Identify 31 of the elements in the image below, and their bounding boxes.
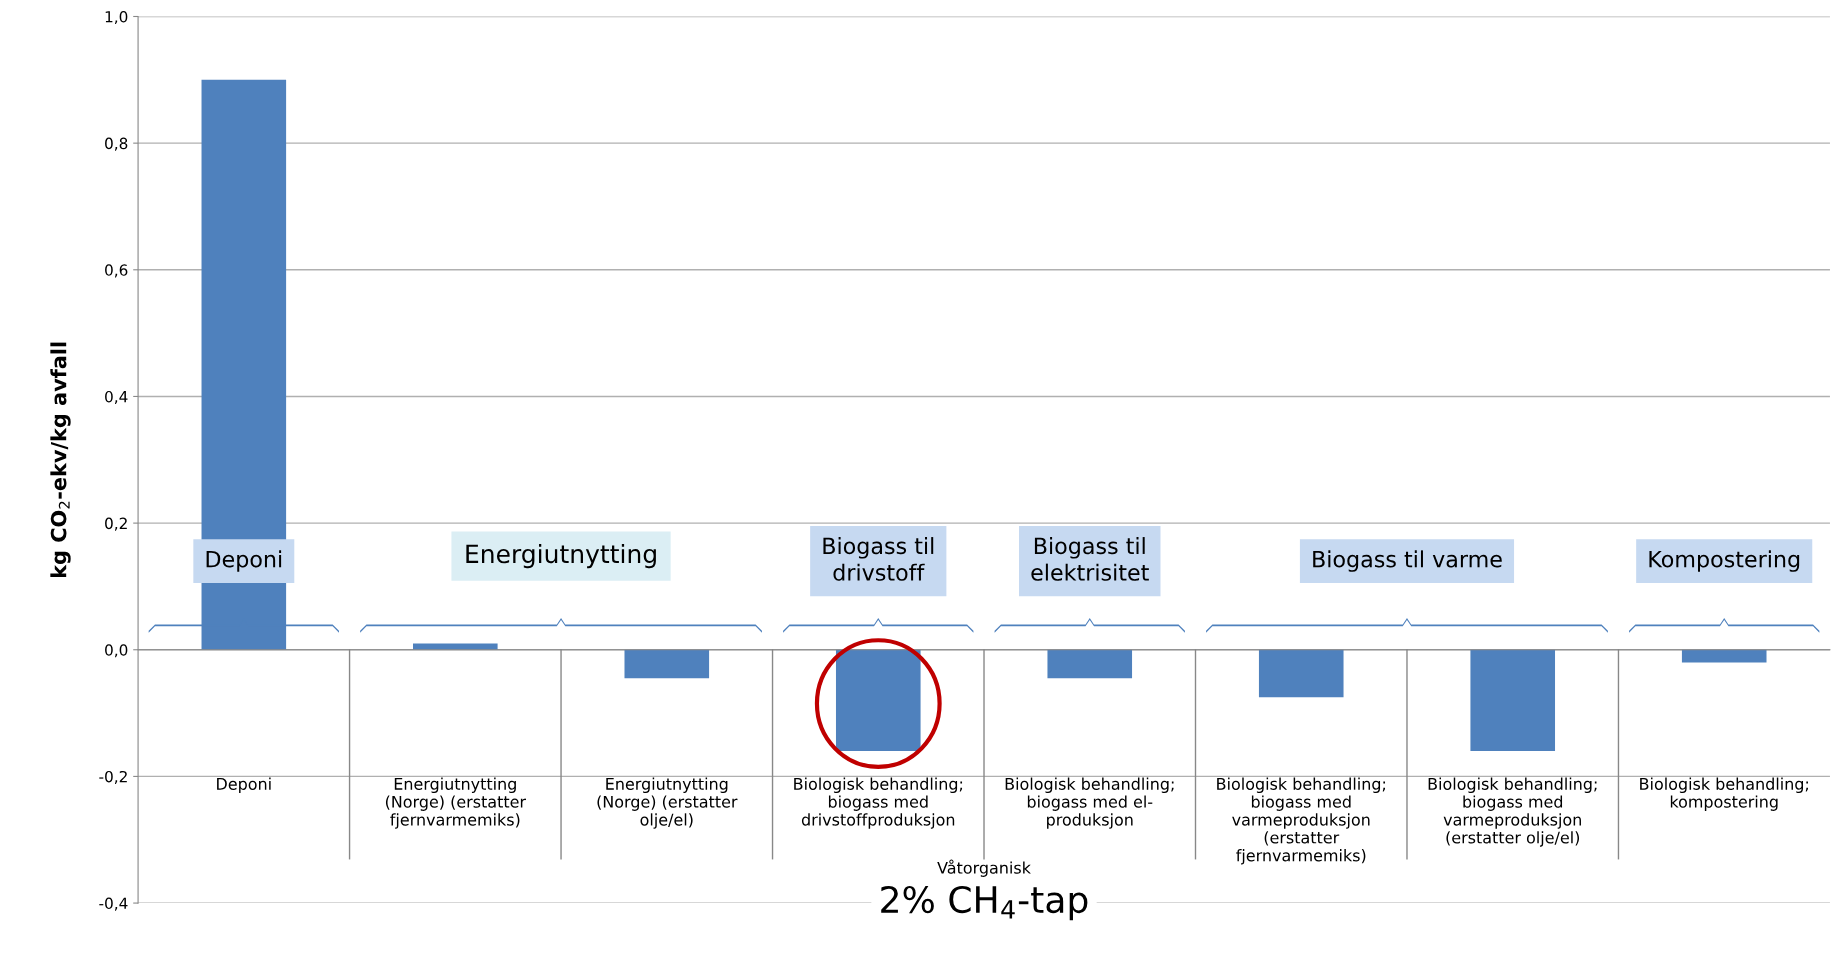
bar: [413, 643, 498, 650]
bar: [624, 649, 710, 679]
x-tick-label: Biologisk behandling; biogass med varmeproduksjon (erstatter fjernvarmemiks): [1217, 777, 1385, 865]
x-tick-label: Energiutnytting (Norge) (erstatter olje/el): [597, 777, 738, 829]
y-tick-label: 1,0: [105, 10, 128, 25]
bar: [1258, 649, 1344, 698]
y-tick-label: 0,6: [105, 264, 128, 278]
bar: [1681, 649, 1767, 663]
y-tick-label: 0,2: [105, 517, 127, 531]
x-tick-label: Deponi: [217, 777, 271, 793]
y-axis-title: kg CO$_{2}$-ekv/kg avfall: [50, 342, 71, 578]
annotation: Energiutnytting: [466, 543, 656, 569]
y-tick-label: 0,0: [105, 644, 128, 658]
y-tick-label: -0,4: [99, 897, 128, 911]
x-tick-label: Energiutnytting (Norge) (erstatter fjernvarmemiks): [385, 777, 527, 829]
x-tick-label: Biologisk behandling; biogass med drivstoffproduksjon: [794, 777, 963, 829]
bar: [1470, 649, 1556, 752]
annotation: Kompostering: [1649, 550, 1800, 572]
y-tick-label: 0,8: [105, 137, 128, 151]
annotation: Deponi: [206, 550, 282, 572]
annotation: Biogass til drivstoff: [823, 537, 934, 581]
annotation: Biogass til elektrisitet: [1031, 537, 1149, 581]
bar: [1047, 649, 1133, 679]
annotation: Biogass til varme: [1313, 550, 1502, 572]
x-tick-label: Biologisk behandling; biogass med varmeproduksjon (erstatter olje/el): [1428, 777, 1597, 847]
y-tick-label: -0,2: [99, 770, 127, 784]
annotation: Våtorganisk: [937, 859, 1031, 877]
x-tick-label: Biologisk behandling; biogass med el- produksjon: [1005, 777, 1174, 829]
x-tick-label: Biologisk behandling; kompostering: [1640, 777, 1808, 811]
annotation: 2% CH$_{4}$-tap: [881, 885, 1088, 921]
y-tick-label: 0,4: [105, 390, 128, 405]
